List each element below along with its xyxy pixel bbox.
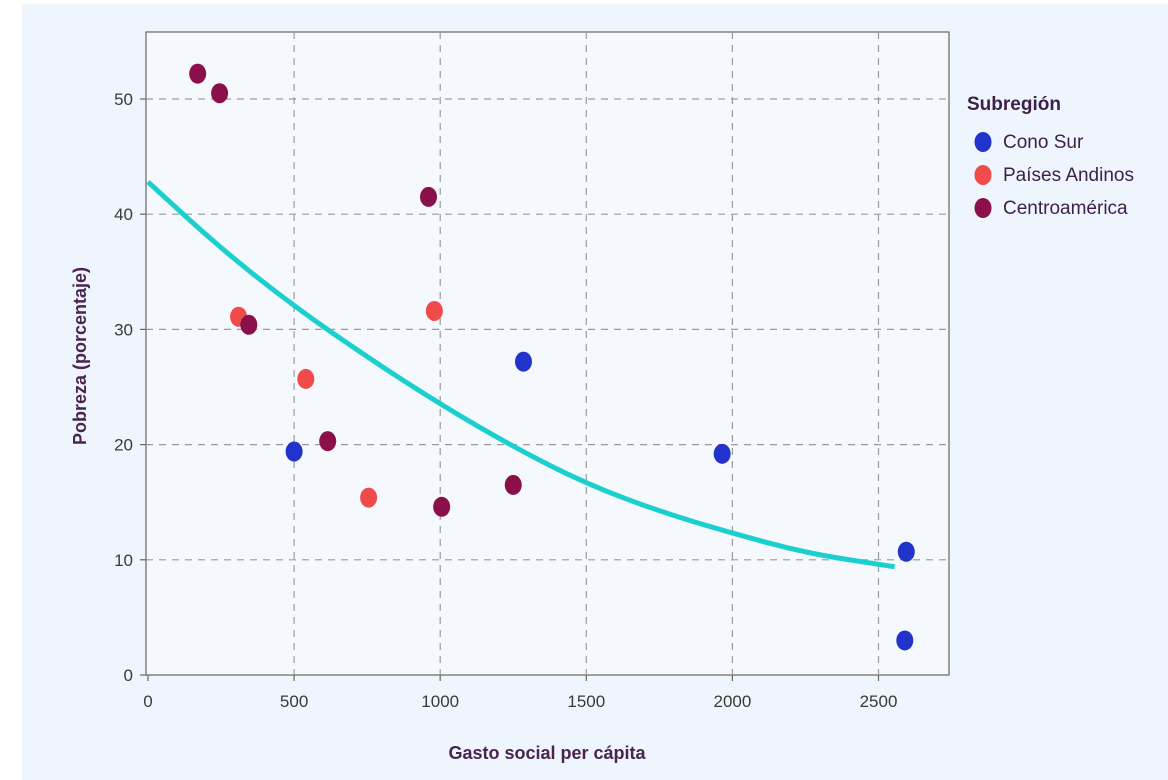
- x-tick-label: 2500: [860, 692, 898, 711]
- trend-layer: [146, 180, 896, 570]
- data-point: [713, 443, 731, 464]
- data-point: [189, 63, 207, 84]
- x-tick-label: 2000: [713, 692, 751, 711]
- data-point: [897, 541, 915, 562]
- y-tick-label: 30: [114, 320, 133, 339]
- legend: Subregión Cono Sur Países Andinos Centroam…: [967, 94, 1134, 219]
- data-point: [514, 351, 532, 372]
- plot-area: [145, 31, 950, 676]
- legend-marker: [974, 132, 992, 152]
- y-tick-label: 20: [114, 436, 133, 455]
- y-axis-title: Pobreza (porcentaje): [70, 267, 90, 445]
- x-tick-label: 500: [280, 692, 308, 711]
- legend-title: Subregión: [967, 94, 1061, 115]
- y-tick-label: 50: [114, 90, 133, 109]
- data-point: [285, 441, 303, 462]
- data-point: [360, 487, 378, 508]
- data-point: [297, 368, 315, 389]
- data-point: [504, 474, 522, 495]
- legend-label: Cono Sur: [1003, 132, 1084, 153]
- data-point: [319, 431, 337, 452]
- legend-marker: [974, 165, 992, 185]
- data-point: [425, 300, 443, 321]
- y-tick-label: 0: [124, 666, 133, 685]
- y-tick-label: 10: [114, 551, 133, 570]
- legend-label: Centroamérica: [1003, 198, 1128, 219]
- axis-ticks: 0 500 1000 1500 2000 2500 0 10 20 30 40 50: [114, 90, 897, 711]
- data-points: [189, 63, 915, 651]
- x-axis-title: Gasto social per cápita: [448, 743, 646, 763]
- grid-lines: [146, 32, 949, 675]
- x-tick-label: 1000: [421, 692, 459, 711]
- legend-label: Países Andinos: [1003, 165, 1134, 186]
- trend-line: [146, 180, 896, 570]
- data-point: [420, 186, 438, 207]
- legend-marker: [974, 198, 992, 218]
- x-tick-label: 0: [143, 692, 152, 711]
- data-point: [240, 314, 258, 335]
- y-tick-label: 40: [114, 205, 133, 224]
- x-tick-label: 1500: [567, 692, 605, 711]
- data-point: [211, 83, 229, 104]
- data-point: [896, 630, 914, 651]
- data-point: [433, 496, 451, 517]
